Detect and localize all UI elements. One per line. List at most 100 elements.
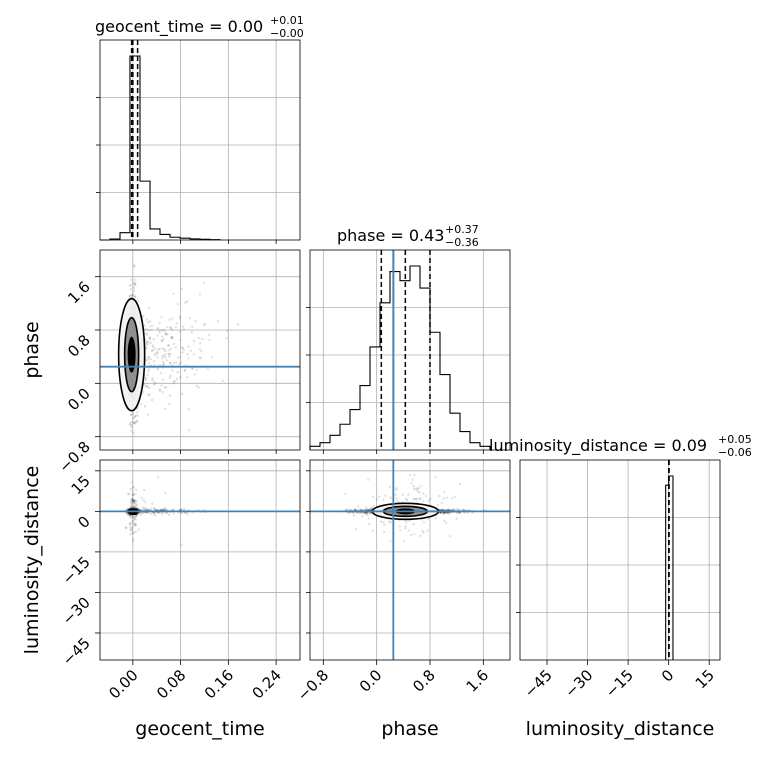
sample-point: [145, 377, 148, 381]
sample-point: [221, 379, 224, 383]
sample-point: [156, 334, 159, 337]
sample-point: [168, 394, 172, 397]
sample-point: [208, 338, 211, 341]
sample-point: [412, 497, 415, 501]
sample-point: [169, 374, 172, 377]
sample-point: [445, 496, 449, 499]
sample-point: [410, 534, 413, 537]
sample-point: [143, 488, 146, 492]
sample-point: [403, 539, 406, 543]
sample-point: [153, 383, 156, 387]
sample-point: [158, 347, 161, 350]
sample-point: [143, 328, 146, 331]
sample-point: [147, 393, 150, 396]
sample-point: [135, 488, 138, 491]
sample-point: [126, 513, 129, 517]
sample-point: [145, 384, 149, 388]
sample-point: [197, 386, 200, 389]
sample-point: [148, 386, 151, 389]
sample-point: [161, 347, 164, 350]
sample-point: [168, 376, 171, 379]
sample-point: [132, 500, 135, 503]
sample-point: [131, 532, 135, 535]
sample-point: [389, 496, 393, 499]
sample-point: [413, 533, 416, 536]
sample-point: [131, 292, 134, 296]
sample-point: [131, 498, 135, 501]
sample-point: [418, 498, 422, 501]
sample-point: [419, 485, 422, 488]
sample-point: [207, 333, 211, 337]
sample-point: [189, 349, 192, 352]
sample-point: [130, 516, 134, 519]
sample-point: [168, 402, 171, 406]
sample-point: [148, 336, 152, 339]
sample-point: [132, 505, 135, 509]
sample-point: [133, 499, 136, 502]
sample-point: [133, 421, 137, 424]
sample-point: [173, 380, 176, 383]
sample-point: [187, 408, 190, 411]
sample-point: [405, 498, 409, 502]
sample-point: [166, 325, 169, 329]
sample-point: [226, 329, 229, 333]
sample-point: [176, 371, 179, 374]
sample-point: [161, 390, 164, 394]
sample-point: [405, 521, 408, 524]
sample-point: [130, 425, 133, 428]
sample-point: [434, 517, 437, 520]
sample-point: [414, 498, 418, 501]
sample-point: [365, 508, 368, 511]
sample-point: [144, 376, 147, 379]
sample-point: [130, 502, 133, 505]
sample-point: [133, 517, 136, 521]
sample-point: [129, 294, 132, 297]
sample-point: [165, 359, 169, 362]
sample-point: [147, 329, 150, 332]
sample-point: [182, 348, 185, 351]
sample-point: [134, 523, 138, 526]
sample-point: [141, 511, 144, 515]
sample-point: [163, 507, 167, 510]
sample-point: [443, 519, 446, 523]
sample-point: [158, 321, 161, 325]
sample-point: [441, 508, 444, 511]
sample-point: [416, 487, 420, 490]
sample-point: [168, 318, 171, 321]
sample-point: [146, 355, 150, 358]
sample-point: [151, 377, 154, 380]
sample-point: [132, 286, 136, 289]
sample-point: [158, 331, 161, 334]
sample-point: [162, 337, 165, 341]
sample-point: [399, 529, 402, 532]
sample-point: [130, 420, 133, 424]
sample-point: [383, 523, 386, 527]
sample-point: [185, 300, 189, 303]
sample-point: [146, 508, 149, 511]
sample-point: [190, 367, 194, 370]
sample-point: [181, 351, 184, 354]
sample-point: [134, 422, 137, 425]
sample-point: [367, 522, 371, 526]
sample-point: [456, 508, 459, 511]
sample-point: [146, 386, 149, 389]
sample-point: [195, 384, 198, 388]
sample-point: [136, 411, 139, 414]
sample-point: [453, 495, 457, 499]
sample-point: [164, 356, 167, 359]
sample-point: [163, 386, 167, 389]
sample-point: [145, 333, 148, 336]
sample-point: [147, 358, 150, 361]
sample-point: [129, 488, 132, 491]
sample-point: [401, 493, 405, 497]
sample-point: [125, 526, 128, 529]
sample-point: [395, 486, 398, 490]
sample-point: [141, 507, 144, 511]
sample-point: [378, 495, 381, 499]
sample-point: [132, 500, 136, 503]
sample-point: [160, 384, 163, 387]
sample-point: [127, 508, 130, 511]
sample-point: [154, 382, 157, 385]
sample-point: [136, 508, 139, 511]
